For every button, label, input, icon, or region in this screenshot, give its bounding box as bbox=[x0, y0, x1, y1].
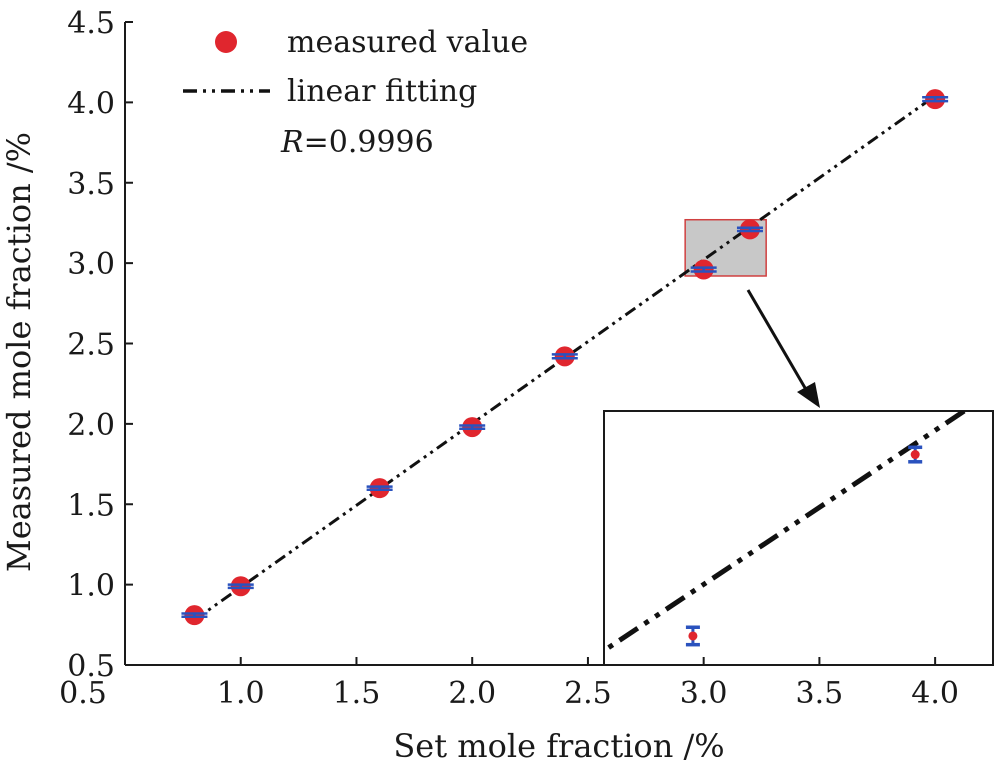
r-value: =0.9996 bbox=[304, 125, 434, 160]
y-tick-label: 1.0 bbox=[67, 569, 115, 604]
x-tick-label: 1.0 bbox=[217, 676, 265, 711]
data-point bbox=[922, 89, 949, 110]
x-tick-label: 4.0 bbox=[911, 676, 959, 711]
inset-point-marker bbox=[910, 450, 920, 460]
y-tick-label: 1.5 bbox=[67, 488, 115, 523]
y-tick-label: 3.5 bbox=[67, 167, 115, 202]
data-point bbox=[366, 478, 393, 499]
inset-point-marker bbox=[688, 631, 698, 641]
x-tick-label: 0.5 bbox=[59, 676, 107, 711]
y-tick-label: 4.5 bbox=[67, 6, 115, 41]
data-point bbox=[181, 605, 208, 626]
inset-data-point bbox=[908, 445, 923, 464]
legend-label-measured: measured value bbox=[287, 25, 528, 60]
y-tick-label: 0.5 bbox=[67, 649, 115, 684]
r-value-label: R=0.9996 bbox=[280, 125, 434, 160]
data-point bbox=[459, 417, 486, 438]
x-tick-label: 3.5 bbox=[796, 676, 844, 711]
x-axis-label: Set mole fraction /% bbox=[393, 727, 724, 763]
y-axis-label: Measured mole fraction /% bbox=[0, 132, 38, 572]
y-tick-label: 2.5 bbox=[67, 328, 115, 363]
zoom-arrow bbox=[746, 289, 820, 408]
x-tick-label: 3.0 bbox=[680, 676, 728, 711]
x-tick-label: 2.0 bbox=[448, 676, 496, 711]
legend-marker-measured bbox=[215, 31, 237, 53]
legend-label-fit: linear fitting bbox=[287, 74, 477, 109]
data-point bbox=[227, 576, 254, 597]
legend: measured value linear fitting R=0.9996 bbox=[183, 25, 528, 160]
inset-frame bbox=[603, 410, 994, 666]
data-point bbox=[551, 346, 578, 367]
r-symbol: R bbox=[280, 125, 304, 160]
data-point bbox=[736, 219, 763, 240]
data-point bbox=[690, 259, 717, 280]
fit-line bbox=[193, 94, 936, 622]
y-tick-label: 4.0 bbox=[67, 86, 115, 121]
inset-data-point bbox=[685, 625, 700, 647]
y-tick-label: 3.0 bbox=[67, 247, 115, 282]
y-tick-label: 2.0 bbox=[67, 408, 115, 443]
x-tick-label: 2.5 bbox=[564, 676, 612, 711]
x-tick-label: 1.5 bbox=[333, 676, 381, 711]
